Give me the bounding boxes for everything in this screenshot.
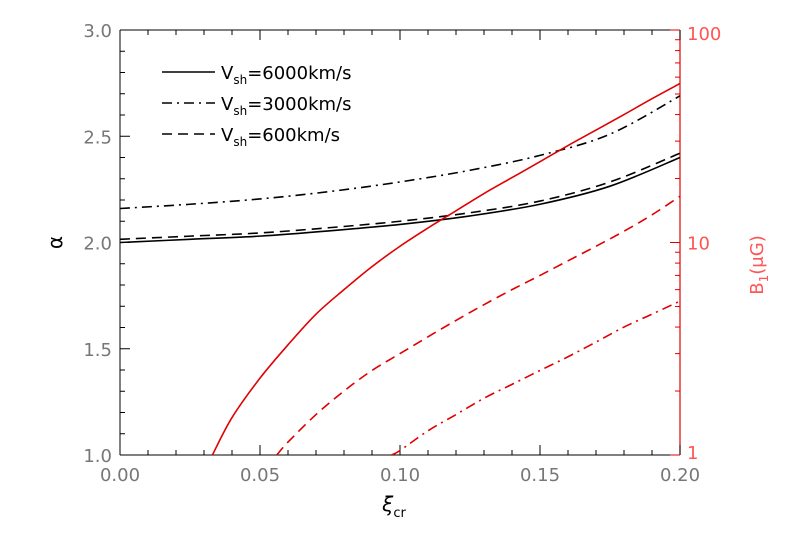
legend-entry: Vsh=600km/s — [221, 125, 340, 149]
x-axis-label-subscript: cr — [393, 506, 406, 521]
x-tick-label: 0.05 — [240, 465, 280, 486]
y-right-axis-label-symbol: B — [747, 282, 768, 294]
x-tick-label: 0.00 — [100, 465, 140, 486]
legend-subscript: sh — [233, 73, 247, 87]
y-left-tick-label: 1.0 — [83, 446, 112, 467]
y-left-tick-label: 2.0 — [83, 234, 112, 255]
b-field-series-line-dashdot — [391, 300, 680, 455]
legend-subscript: sh — [233, 135, 247, 149]
legend-symbol: V — [221, 94, 234, 115]
y-left-tick-label: 3.0 — [83, 21, 112, 42]
x-tick-label: 0.20 — [660, 465, 700, 486]
legend-symbol: V — [221, 63, 234, 84]
y-right-axis-label: B1(μG) — [747, 235, 771, 294]
x-axis-label: ξcr — [381, 492, 406, 521]
y-left-tick-label: 1.5 — [83, 340, 112, 361]
legend-symbol: V — [221, 125, 234, 146]
alpha-series-line-dashdot — [120, 95, 680, 210]
legend-value: =6000km/s — [247, 63, 351, 84]
y-right-tick-label: 1 — [687, 443, 698, 464]
legend-entry: Vsh=3000km/s — [221, 94, 351, 118]
legend-subscript: sh — [233, 104, 247, 118]
series-layer — [120, 82, 680, 455]
axes-layer: 0.00 0.05 0.10 0.15 0.20 1.0 1.5 2.0 2.5 3.0 1 10 10… — [83, 21, 721, 486]
y-right-tick-label: 10 — [687, 234, 710, 255]
b-field-series-line-solid — [211, 82, 680, 455]
legend-entry: Vsh=6000km/s — [221, 63, 351, 87]
y-right-axis-label-subscript: 1 — [757, 275, 771, 283]
alpha-series-line-solid — [120, 156, 680, 244]
b-field-series-line-dashed — [276, 195, 680, 455]
y-left-axis-label: α — [43, 236, 67, 249]
legend-value: =3000km/s — [247, 94, 351, 115]
alpha-series-line-dashed — [120, 152, 680, 241]
y-left-tick-label: 2.5 — [83, 127, 112, 148]
x-tick-label: 0.10 — [380, 465, 420, 486]
x-tick-label: 0.15 — [520, 465, 560, 486]
y-right-tick-label: 100 — [687, 24, 721, 45]
x-axis-label-symbol: ξ — [381, 492, 394, 516]
y-right-axis-label-unit: (μG) — [747, 235, 768, 274]
legend-value: =600km/s — [247, 125, 340, 146]
